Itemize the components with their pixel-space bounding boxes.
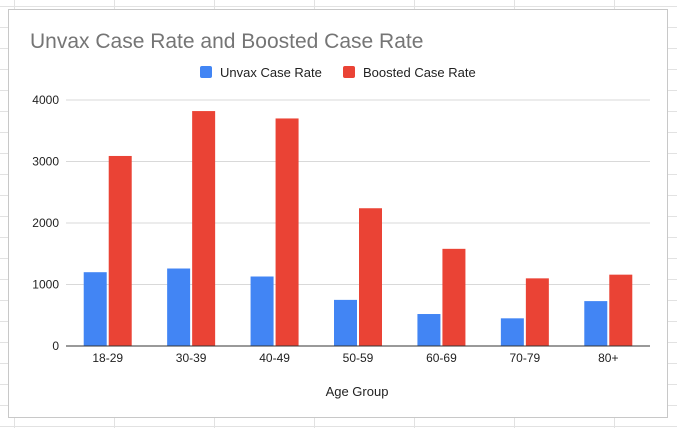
x-tick-label: 30-39: [176, 351, 207, 365]
bar-unvax-60-69[interactable]: [417, 314, 441, 346]
x-tick-label: 50-59: [343, 351, 374, 365]
bar-unvax-40-49[interactable]: [250, 276, 274, 346]
x-tick-label: 70-79: [510, 351, 541, 365]
x-tick-label: 40-49: [259, 351, 290, 365]
y-tick-label: 2000: [32, 216, 59, 230]
x-tick-label: 80+: [598, 351, 618, 365]
legend-label: Unvax Case Rate: [220, 65, 322, 80]
y-tick-label: 0: [52, 339, 59, 353]
legend-label: Boosted Case Rate: [363, 65, 476, 80]
bar-boosted-60-69[interactable]: [442, 248, 466, 346]
y-tick-label: 4000: [32, 93, 59, 107]
bar-unvax-70-79[interactable]: [500, 318, 524, 346]
legend-swatch: [343, 66, 355, 78]
bar-unvax-30-39[interactable]: [167, 268, 191, 346]
bar-boosted-40-49[interactable]: [275, 118, 299, 346]
x-axis-title: Age Group: [326, 384, 389, 399]
bar-unvax-18-29[interactable]: [83, 272, 107, 346]
y-axis-ticks: 0 1000 2000 3000 4000: [32, 93, 59, 353]
y-tick-label: 3000: [32, 155, 59, 169]
bar-boosted-70-79[interactable]: [525, 278, 549, 346]
legend-swatch: [200, 66, 212, 78]
x-tick-label: 60-69: [426, 351, 457, 365]
bar-boosted-80+[interactable]: [609, 274, 633, 346]
y-tick-label: 1000: [32, 278, 59, 292]
bar-unvax-50-59[interactable]: [334, 299, 357, 346]
bar-boosted-18-29[interactable]: [108, 155, 132, 346]
bars: [83, 111, 633, 346]
legend: Unvax Case Rate Boosted Case Rate: [200, 65, 476, 80]
gridlines: [66, 99, 650, 285]
chart-title: Unvax Case Rate and Boosted Case Rate: [30, 30, 424, 53]
x-axis-ticks: 18-29 30-39 40-49 50-59 60-69 70-79 80+: [92, 351, 618, 365]
bar-boosted-50-59[interactable]: [359, 208, 382, 346]
bar-unvax-80+[interactable]: [584, 301, 608, 346]
bar-boosted-30-39[interactable]: [192, 111, 216, 346]
x-tick-label: 18-29: [92, 351, 123, 365]
